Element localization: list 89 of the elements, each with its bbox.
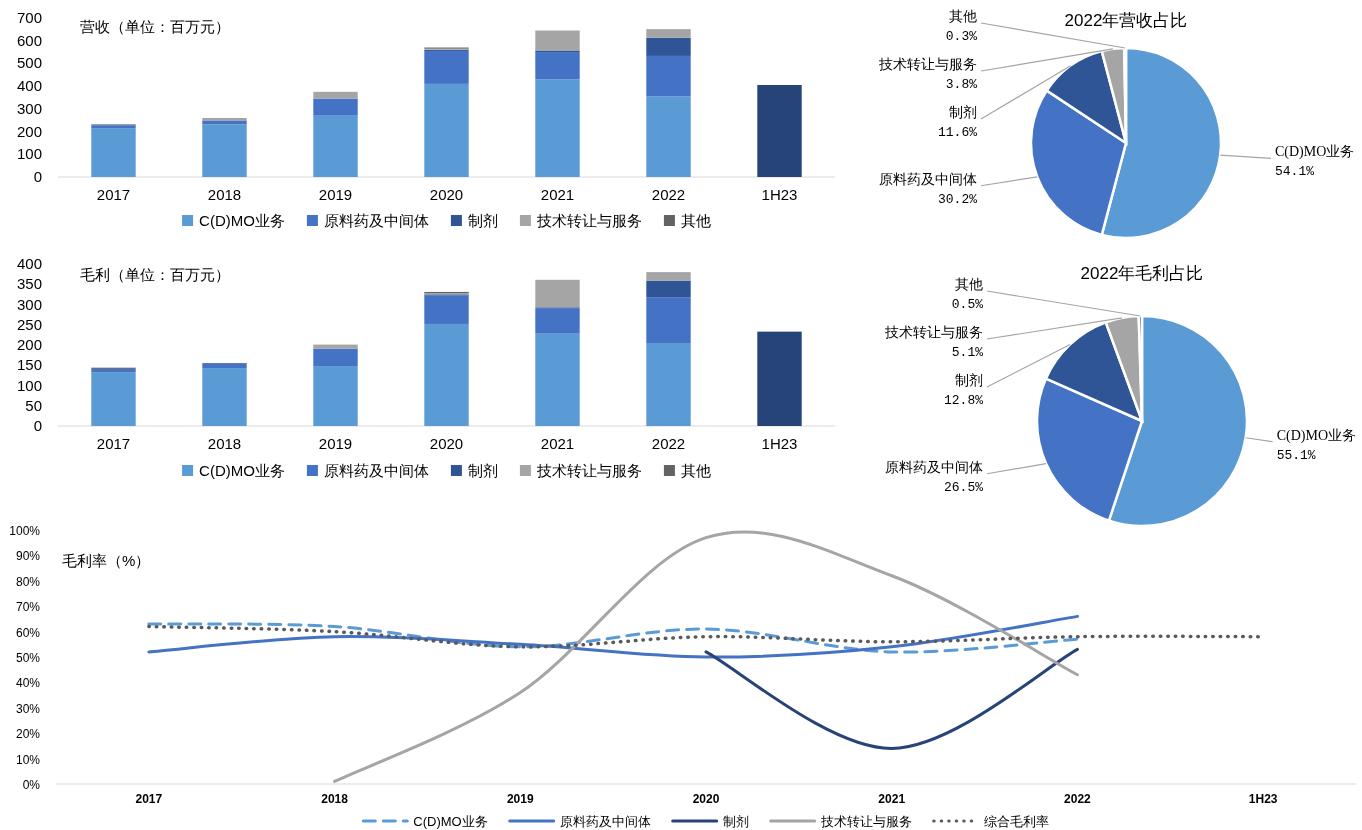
x-tick-label: 2019 (318, 435, 353, 452)
legend-label: 技术转让与服务 (819, 814, 912, 829)
legend-label: 其他 (680, 212, 711, 229)
data-label: 3.8% (945, 77, 978, 93)
y-tick-label: 250 (16, 315, 42, 333)
data-label: 0.3% (945, 29, 978, 45)
slice-label: 制剂 (955, 373, 983, 389)
slice-label: 其他 (949, 9, 977, 25)
legend-label: C(D)MO业务 (199, 462, 285, 479)
x-tick-label: 2020 (429, 186, 464, 203)
x-tick-label: 2021 (540, 435, 575, 452)
y-tick-label: 0 (33, 417, 42, 434)
x-tick-label: 2020 (429, 435, 464, 452)
data-label: 11.6% (937, 125, 978, 141)
legend-label: 原料药及中间体 (323, 212, 429, 229)
y-tick-label: 0 (33, 168, 42, 185)
y-tick-label: 50 (25, 396, 42, 414)
x-tick-label: 1H23 (761, 186, 798, 203)
y-tick-label: 200 (16, 122, 42, 140)
slice-label: 原料药及中间体 (879, 171, 977, 187)
x-tick-label: 2017 (96, 435, 131, 452)
x-tick-label: 2018 (321, 792, 349, 806)
y-tick-label: 300 (16, 295, 42, 313)
y-tick-label: 100 (16, 376, 42, 394)
y-tick-label: 60% (15, 625, 41, 640)
x-tick-label: 2022 (651, 186, 686, 203)
y-tick-label: 400 (16, 77, 42, 95)
legend-label: C(D)MO业务 (413, 814, 488, 829)
x-tick-label: 2022 (651, 435, 686, 452)
data-label: 12.8% (943, 393, 984, 409)
legend-label: 技术转让与服务 (535, 212, 642, 229)
y-tick-label: 10% (15, 752, 41, 767)
legend-label: 原料药及中间体 (559, 814, 651, 829)
data-label: 30.2% (937, 191, 978, 207)
data-label: 54.1% (1275, 164, 1315, 180)
data-label: 26.5% (943, 479, 984, 495)
y-tick-label: 300 (16, 99, 42, 117)
legend-label: 其他 (680, 462, 711, 479)
y-tick-label: 50% (15, 651, 41, 665)
y-tick-label: 350 (16, 275, 42, 293)
y-tick-label: 30% (15, 701, 41, 716)
y-tick-label: 70% (15, 600, 41, 615)
legend-label: 制剂 (467, 212, 498, 229)
slice-label: 技术转让与服务 (878, 57, 977, 73)
legend-label: C(D)MO业务 (199, 212, 285, 229)
y-tick-label: 600 (16, 31, 42, 49)
y-tick-label: 90% (15, 549, 41, 564)
legend-label: 原料药及中间体 (323, 462, 429, 479)
x-tick-label: 2021 (878, 792, 906, 806)
x-tick-label: 2022 (1064, 792, 1092, 806)
x-tick-label: 2020 (692, 792, 720, 806)
chart-title: 毛利（单位：百万元） (80, 266, 230, 283)
y-tick-label: 400 (16, 255, 42, 272)
x-tick-label: 2021 (540, 186, 575, 203)
slice-label: 制剂 (949, 105, 977, 121)
legend-label: 技术转让与服务 (535, 462, 642, 479)
data-label: 5.1% (951, 345, 984, 361)
x-tick-label: 1H23 (1248, 792, 1278, 806)
x-tick-label: 2017 (96, 186, 131, 203)
legend-label: 制剂 (722, 814, 749, 829)
legend-label: 综合毛利率 (983, 814, 1049, 829)
y-tick-label: 150 (16, 356, 42, 374)
x-tick-label: 2018 (207, 186, 242, 203)
chart-title: 2022年毛利占比 (1080, 264, 1204, 283)
slice-label: C(D)MO业务 (1276, 427, 1356, 444)
y-tick-label: 700 (16, 9, 42, 26)
data-label: 55.1% (1276, 447, 1316, 463)
x-tick-label: 2017 (135, 792, 163, 806)
y-tick-label: 200 (16, 336, 42, 353)
y-tick-label: 20% (15, 727, 41, 742)
chart-title: 2022年营收占比 (1064, 11, 1188, 30)
x-tick-label: 2018 (207, 435, 242, 452)
text: 毛利率（%） (62, 552, 151, 569)
slice-label: 技术转让与服务 (884, 325, 983, 341)
legend-label: 制剂 (467, 462, 498, 479)
y-tick-label: 100 (16, 145, 42, 163)
chart-title: 营收（单位：百万元） (80, 18, 230, 35)
slice-label: 其他 (955, 277, 983, 293)
x-tick-label: 2019 (506, 792, 534, 806)
y-tick-label: 40% (15, 676, 41, 691)
x-tick-label: 2019 (318, 186, 353, 203)
y-tick-label: 0% (22, 778, 41, 792)
slice-label: 原料药及中间体 (885, 459, 983, 475)
slice-label: C(D)MO业务 (1275, 144, 1355, 161)
y-tick-label: 100% (9, 524, 41, 538)
y-tick-label: 80% (15, 574, 41, 589)
y-tick-label: 500 (16, 54, 42, 72)
x-tick-label: 1H23 (761, 435, 798, 452)
data-label: 0.5% (951, 297, 984, 313)
